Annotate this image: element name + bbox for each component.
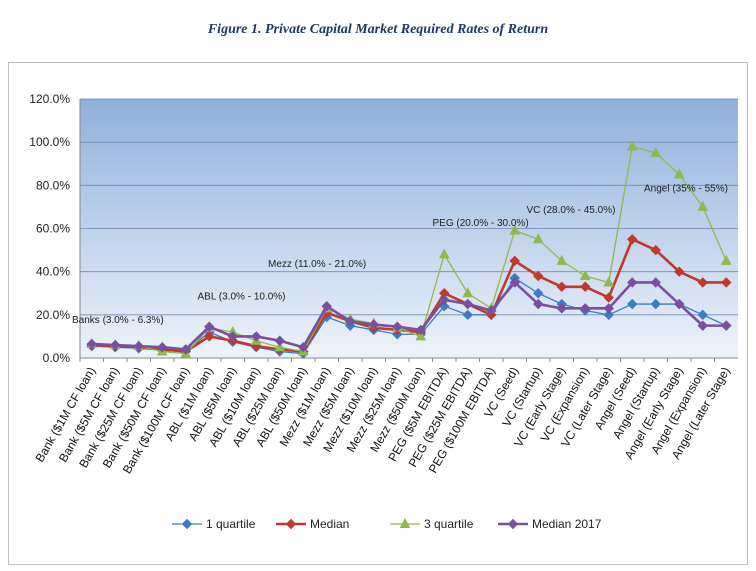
data-point	[509, 224, 521, 235]
y-tick-label: 40.0%	[36, 265, 70, 279]
data-point	[321, 300, 332, 312]
legend-label: 3 quartile	[424, 517, 474, 531]
data-point	[674, 298, 685, 310]
data-point	[650, 146, 662, 157]
data-point	[533, 288, 544, 299]
data-point	[368, 319, 379, 330]
data-point	[438, 248, 450, 259]
data-point	[486, 305, 497, 316]
legend-label: Median 2017	[532, 517, 602, 531]
annotation-label: VC (28.0% - 45.0%)	[527, 205, 616, 216]
legend-item: 3 quartile	[390, 517, 474, 531]
data-point	[415, 324, 426, 336]
data-point	[556, 281, 567, 292]
legend-marker	[181, 518, 193, 530]
y-tick-label: 80.0%	[36, 178, 70, 192]
data-point	[627, 234, 638, 245]
series-median-2017	[86, 277, 732, 355]
legend-label: Median	[310, 517, 349, 531]
data-point	[603, 276, 615, 287]
data-point	[274, 341, 286, 352]
annotation-label: ABL (3.0% - 10.0%)	[198, 291, 286, 302]
annotation-label: Banks (3.0% - 6.3%)	[72, 315, 164, 326]
y-tick-label: 120.0%	[29, 92, 70, 106]
data-point	[627, 277, 638, 288]
data-point	[415, 330, 427, 341]
data-point	[720, 254, 732, 265]
data-point	[533, 298, 544, 310]
series-group	[86, 140, 732, 359]
data-point	[298, 342, 309, 353]
data-point	[650, 277, 661, 288]
chart-frame	[8, 62, 748, 565]
data-point	[204, 331, 215, 342]
data-point	[556, 254, 568, 265]
data-point	[533, 270, 544, 282]
legend-item: 1 quartile	[172, 517, 256, 531]
data-point	[580, 303, 591, 314]
data-point	[603, 303, 614, 314]
series-line	[91, 281, 727, 351]
y-tick-label: 100.0%	[29, 135, 70, 149]
x-axis: Bank ($1M CF loan)Bank ($5M CF loan)Bank…	[33, 357, 738, 476]
data-point	[603, 309, 614, 321]
annotation-label: Angel (35% - 55%)	[644, 183, 728, 194]
series-line	[91, 277, 727, 355]
data-point	[626, 140, 638, 151]
series-line	[91, 237, 727, 353]
data-point	[345, 316, 356, 327]
data-point	[157, 342, 168, 353]
legend-item: Median 2017	[498, 517, 602, 531]
y-axis: 0.0% 20.0% 40.0% 60.0% 80.0% 100.0% 120.0%	[29, 92, 81, 365]
data-point	[697, 277, 708, 288]
annotations: Banks (3.0% - 6.3%) ABL (3.0% - 10.0%) Mez…	[72, 183, 728, 326]
data-point	[509, 277, 520, 288]
data-point	[462, 309, 473, 321]
data-point	[674, 266, 685, 277]
y-tick-label: 0.0%	[43, 351, 71, 365]
data-point	[697, 200, 709, 211]
data-point	[697, 320, 708, 331]
data-point	[673, 168, 685, 179]
data-point	[86, 338, 97, 350]
data-point	[110, 339, 121, 351]
data-point	[251, 331, 262, 342]
data-point	[721, 277, 732, 288]
data-point	[392, 321, 403, 332]
data-point	[556, 303, 567, 314]
data-point	[227, 331, 238, 342]
data-point	[274, 335, 285, 346]
data-point	[532, 233, 544, 244]
legend-marker	[285, 518, 297, 530]
data-point	[650, 244, 661, 256]
legend-item: Median	[276, 517, 349, 531]
data-point	[180, 344, 191, 355]
data-point	[603, 292, 614, 303]
annotation-label: Mezz (11.0% - 21.0%)	[268, 259, 366, 270]
data-point	[509, 255, 520, 267]
legend: 1 quartile Median 3 quartile Median 2017	[172, 517, 602, 531]
data-point	[580, 281, 591, 292]
data-point	[697, 309, 708, 321]
data-point	[579, 269, 591, 280]
legend-marker	[507, 518, 519, 530]
data-point	[721, 320, 732, 331]
data-point	[204, 321, 215, 332]
data-point	[462, 298, 473, 310]
legend-marker	[399, 517, 411, 528]
series-line	[91, 145, 727, 355]
data-point	[650, 298, 661, 310]
data-point	[133, 340, 144, 352]
data-point	[627, 298, 638, 310]
annotation-label: PEG (20.0% - 30.0%)	[433, 218, 529, 229]
data-point	[439, 294, 450, 305]
y-tick-label: 60.0%	[36, 222, 70, 236]
legend-label: 1 quartile	[206, 517, 256, 531]
chart-title: Figure 1. Private Capital Market Require…	[207, 22, 549, 37]
data-point	[462, 287, 474, 298]
y-tick-label: 20.0%	[36, 308, 70, 322]
